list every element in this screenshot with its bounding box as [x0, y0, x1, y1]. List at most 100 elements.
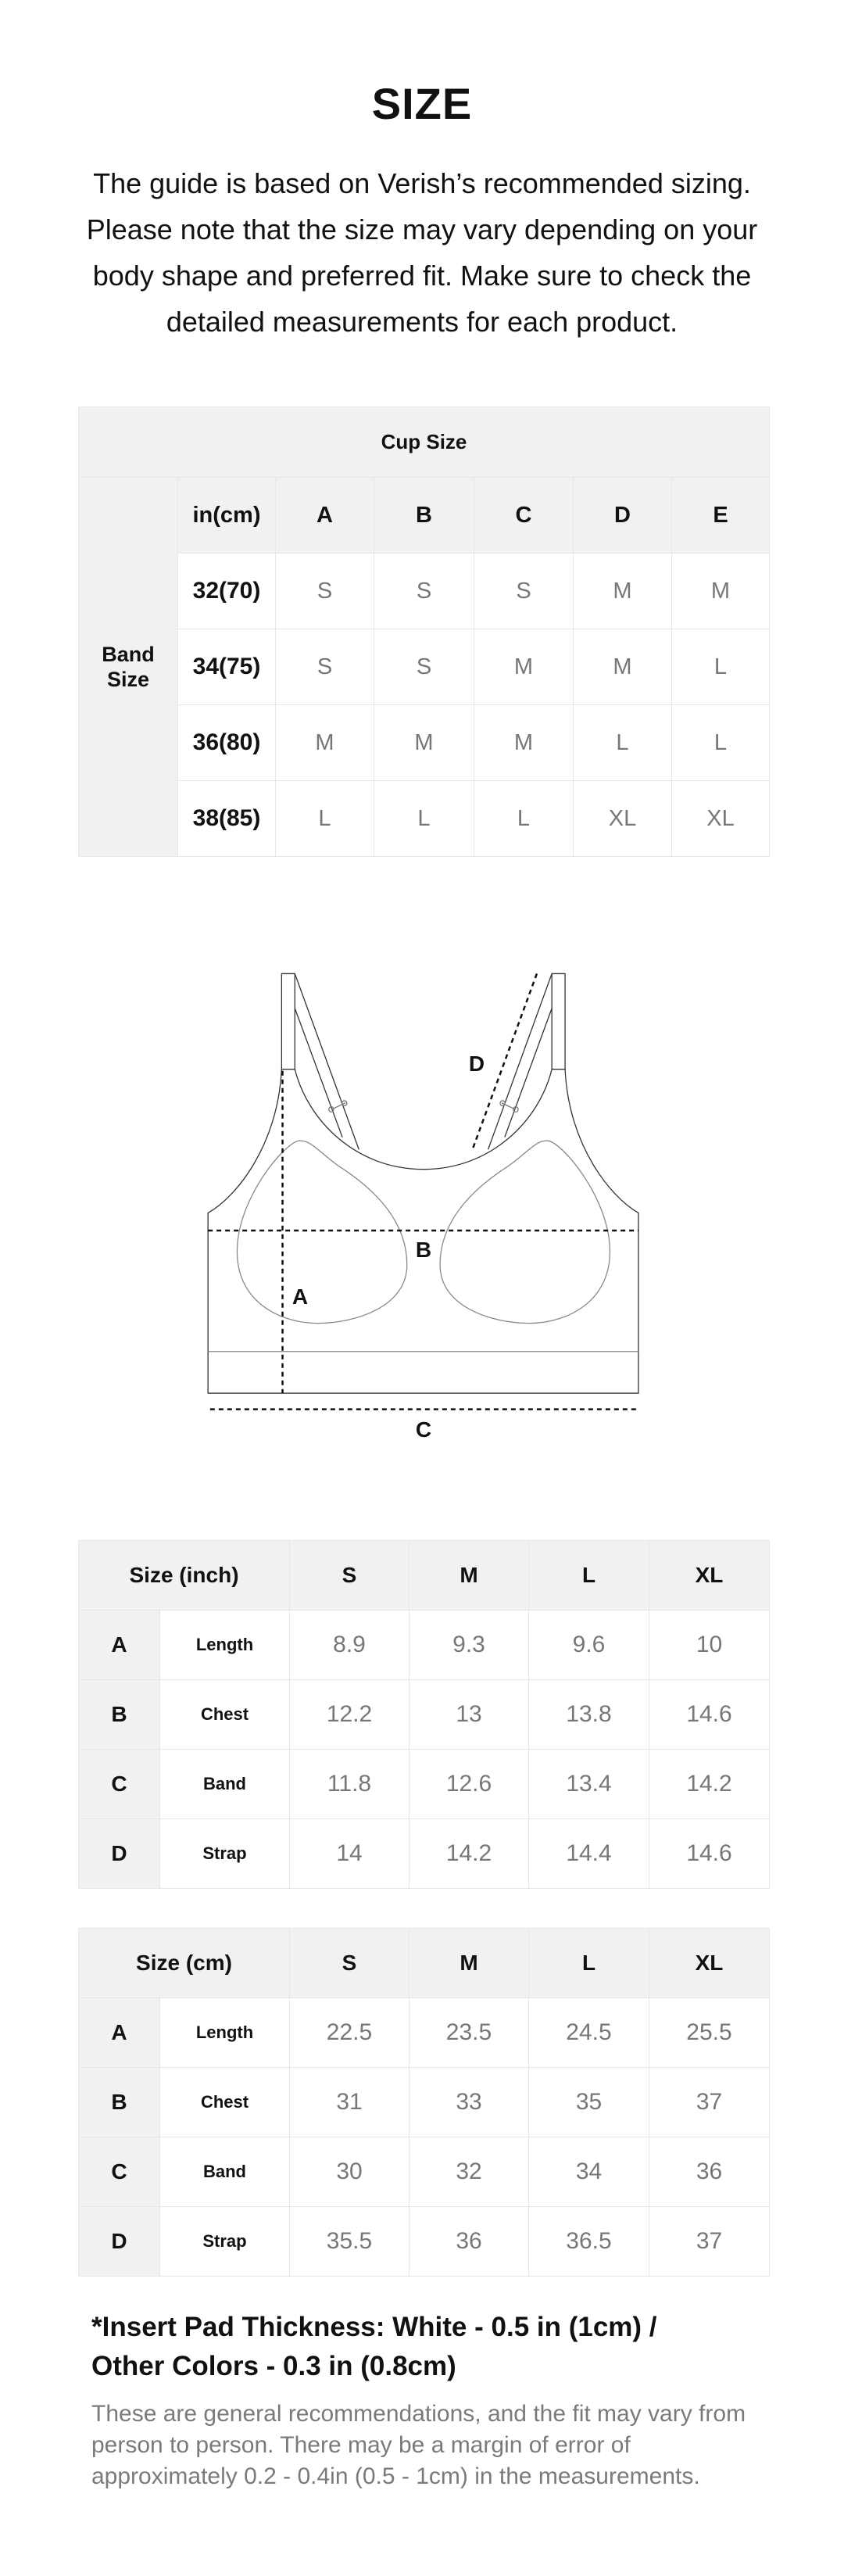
measurement-value: 13.8	[528, 1679, 650, 1750]
cup-header: A	[275, 477, 374, 554]
unit-header: in(cm)	[177, 477, 276, 554]
page-title: SIZE	[371, 79, 473, 128]
measurement-value: 9.3	[409, 1610, 530, 1680]
measurement-value: 13	[409, 1679, 530, 1750]
size-cell: S	[275, 553, 374, 629]
measurement-value: 8.9	[289, 1610, 410, 1680]
label-b: B	[415, 1238, 432, 1262]
measurement-value: 14.4	[528, 1818, 650, 1889]
table-row: 38(85) L L L XL XL	[79, 780, 770, 857]
header-row: Size (cm) S M L XL	[78, 1928, 770, 1998]
pad-thickness-line-1: *Insert Pad Thickness: White - 0.5 in (1…	[91, 2312, 657, 2342]
measurement-name: Strap	[159, 2206, 290, 2277]
cup-header: B	[374, 477, 474, 554]
measurement-value: 36.5	[528, 2206, 649, 2277]
label-c: C	[415, 1417, 432, 1442]
measurement-value: 24.5	[528, 1997, 649, 2068]
measurement-value: 34	[528, 2137, 649, 2207]
table-row: C Band 30 32 34 36	[78, 2137, 770, 2207]
intro-text: The guide is based on Verish’s recommend…	[86, 167, 758, 338]
measurement-value: 10	[649, 1610, 771, 1680]
band-size-cell: 34(75)	[177, 629, 276, 705]
band-size-cell: 38(85)	[177, 780, 276, 857]
size-unit-header: Size (inch)	[77, 1540, 291, 1610]
header-row: Size (inch) S M L XL	[77, 1540, 771, 1610]
size-header: S	[289, 1928, 409, 1998]
table-row: D Strap 14 14.2 14.4 14.6	[78, 1818, 771, 1889]
measurement-value: 14.2	[409, 1818, 530, 1889]
size-cm-table: Size (cm) S M L XL A Length 22.5 23.5 24.5 25.5 B Ch…	[78, 1928, 770, 2277]
measurement-value: 23.5	[409, 1997, 529, 2068]
size-cell: M	[474, 629, 574, 705]
measurement-value: 14.6	[649, 1818, 771, 1889]
table-row: B Chest 31 33 35 37	[78, 2067, 770, 2137]
measurement-letter: C	[78, 2137, 160, 2207]
measurement-value: 25.5	[649, 1997, 770, 2068]
measurement-value: 36	[649, 2137, 770, 2207]
table-row: 36(80) M M M L L	[79, 704, 770, 781]
measurement-name: Band	[159, 2137, 290, 2207]
cup-header: C	[474, 477, 574, 554]
measurement-name: Length	[159, 1610, 291, 1680]
measurement-value: 14	[289, 1818, 410, 1889]
cup-header: E	[671, 477, 770, 554]
table-row: 34(75) S S M M L	[79, 629, 770, 705]
size-header: XL	[649, 1540, 771, 1610]
measurement-value: 14.2	[649, 1749, 771, 1819]
pad-thickness-line-2: Other Colors - 0.3 in (0.8cm)	[91, 2351, 456, 2381]
size-cell: M	[374, 704, 474, 781]
measurement-name: Strap	[159, 1818, 291, 1889]
measurement-letter: D	[78, 2206, 160, 2277]
size-cell: M	[474, 704, 574, 781]
measurement-value: 35.5	[289, 2206, 409, 2277]
band-size-cell: 36(80)	[177, 704, 276, 781]
measurement-name: Length	[159, 1997, 290, 2068]
size-header: M	[409, 1928, 529, 1998]
measurement-value: 36	[409, 2206, 529, 2277]
size-inch-table: Size (inch) S M L XL A Length 8.9 9.3 9.6 10 B Chest…	[77, 1540, 771, 1889]
size-cell: M	[671, 553, 770, 629]
measurement-value: 14.6	[649, 1679, 771, 1750]
measurement-value: 31	[289, 2067, 409, 2137]
size-unit-header: Size (cm)	[78, 1928, 290, 1998]
cup-size-title: Cup Size	[78, 407, 770, 478]
measurement-value: 12.6	[409, 1749, 530, 1819]
size-cell: S	[474, 553, 574, 629]
size-cell: L	[275, 780, 374, 857]
size-cell: S	[374, 629, 474, 705]
size-cell: L	[671, 704, 770, 781]
size-cell: L	[573, 704, 672, 781]
size-cell: L	[374, 780, 474, 857]
size-header: L	[528, 1540, 650, 1610]
cup-header: D	[573, 477, 672, 554]
measurement-value: 35	[528, 2067, 649, 2137]
label-d: D	[468, 1052, 485, 1076]
size-header: S	[289, 1540, 410, 1610]
cup-size-table: Cup Size Band Size in(cm) A B C D E 32(70) S S S M M 3…	[78, 407, 770, 857]
size-header: L	[528, 1928, 649, 1998]
measurement-value: 11.8	[289, 1749, 410, 1819]
measurement-letter: B	[78, 2067, 160, 2137]
size-header: M	[409, 1540, 530, 1610]
size-header: XL	[649, 1928, 770, 1998]
table-row: C Band 11.8 12.6 13.4 14.2	[78, 1749, 771, 1819]
measurement-value: 32	[409, 2137, 529, 2207]
size-cell: M	[573, 553, 672, 629]
measurement-value: 37	[649, 2206, 770, 2277]
table-row: A Length 8.9 9.3 9.6 10	[78, 1610, 771, 1680]
measurement-value: 13.4	[528, 1749, 650, 1819]
table-row: 32(70) S S S M M	[79, 553, 770, 629]
measurement-value: 30	[289, 2137, 409, 2207]
measurement-value: 12.2	[289, 1679, 410, 1750]
measurement-value: 9.6	[528, 1610, 650, 1680]
bra-diagram-icon	[188, 954, 656, 1454]
measurement-value: 33	[409, 2067, 529, 2137]
table-row: A Length 22.5 23.5 24.5 25.5	[78, 1997, 770, 2068]
measurement-diagram: A B C D	[188, 954, 656, 1454]
measurement-letter: A	[78, 1997, 160, 2068]
measurement-value: 37	[649, 2067, 770, 2137]
size-cell: L	[474, 780, 574, 857]
table-row: D Strap 35.5 36 36.5 37	[78, 2206, 770, 2277]
band-size-label: Band Size	[78, 477, 178, 857]
measurement-name: Chest	[159, 1679, 291, 1750]
